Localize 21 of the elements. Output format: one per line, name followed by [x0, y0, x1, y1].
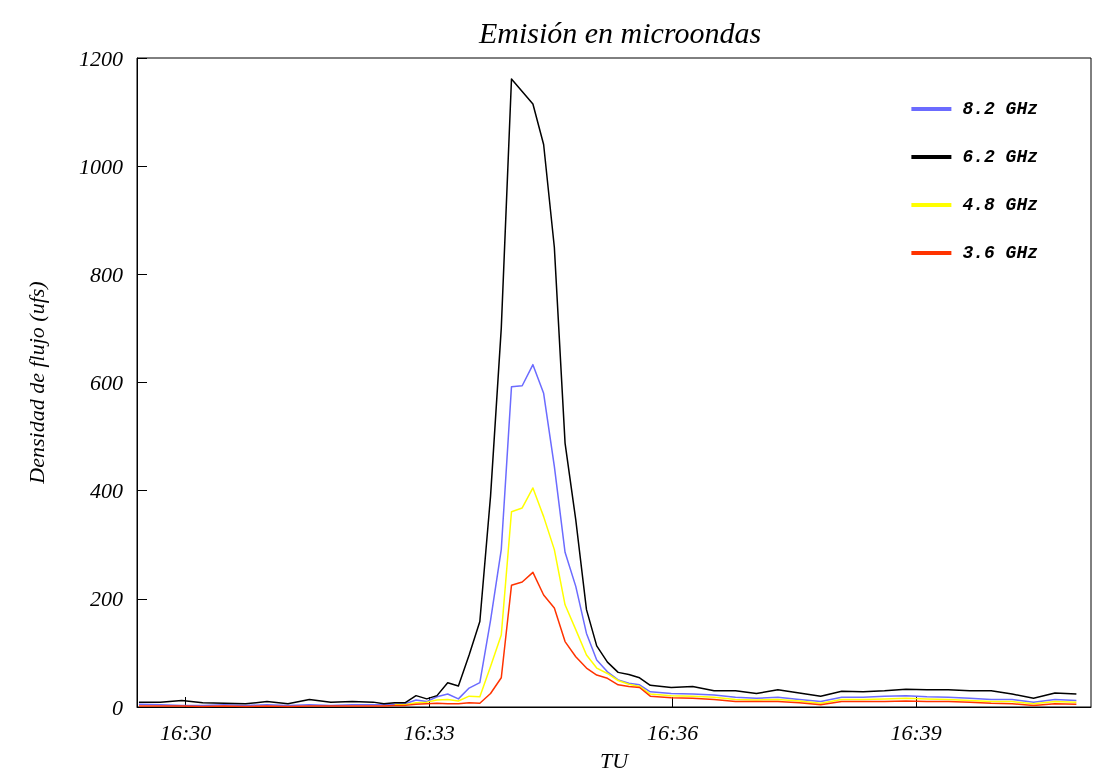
line-series — [138, 363, 1078, 707]
line-series — [393, 487, 1078, 706]
legend-label: 3.6 GHz — [962, 243, 1039, 263]
y-tick-label: 1200 — [79, 45, 123, 71]
line-series — [138, 571, 1078, 708]
legend-label: 6.2 GHz — [962, 147, 1039, 167]
legend-label: 4.8 GHz — [962, 195, 1039, 215]
y-tick-label: 800 — [90, 261, 123, 287]
y-tick-label: 0 — [112, 694, 123, 720]
y-tick-label: 200 — [90, 586, 123, 612]
y-tick-label: 400 — [90, 478, 123, 504]
x-tick-label: 16:30 — [160, 719, 212, 745]
chart-title: Emisión en microondas — [477, 15, 762, 49]
x-tick-label: 16:33 — [403, 719, 455, 745]
x-tick-label: 16:39 — [890, 719, 942, 745]
y-axis-title: Densidad de flujo (ufs) — [23, 281, 49, 485]
x-axis-title: TU — [599, 747, 631, 773]
x-tick-label: 16:36 — [647, 719, 699, 745]
legend-label: 8.2 GHz — [962, 99, 1039, 119]
y-tick-label: 1000 — [79, 153, 123, 179]
y-tick-label: 600 — [90, 370, 123, 395]
